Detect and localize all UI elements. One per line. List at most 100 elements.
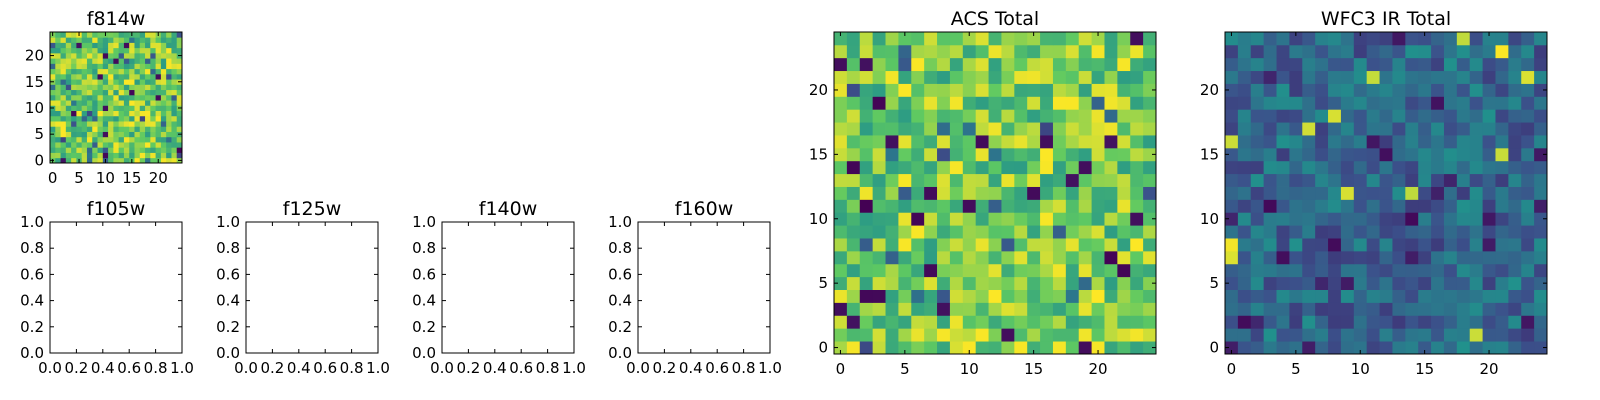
heatmap-cell [1130, 289, 1144, 303]
heatmap-cell [1065, 263, 1080, 278]
y-tick-label: 0.6 [608, 265, 632, 283]
heatmap-cell [92, 89, 98, 96]
heatmap-cell [1340, 341, 1355, 355]
heatmap-cell [171, 89, 178, 96]
heatmap-cell [885, 199, 899, 213]
heatmap-cell [1508, 250, 1522, 265]
heatmap-cell [1456, 328, 1471, 342]
heatmap-cell [859, 212, 874, 226]
heatmap-cell [949, 96, 964, 110]
heatmap-cell [1418, 341, 1432, 355]
heatmap-cell [1237, 83, 1252, 97]
heatmap-cell [1328, 276, 1342, 290]
heatmap-cell [139, 115, 146, 122]
heatmap-cell [1250, 225, 1265, 239]
heatmap-cell [1379, 186, 1393, 200]
heatmap-cell [118, 136, 125, 143]
x-tick-label: 20 [1088, 360, 1107, 378]
heatmap-cell [1263, 83, 1277, 97]
heatmap-cell [834, 32, 848, 46]
heatmap-cell [1353, 212, 1368, 226]
heatmap-cell [911, 225, 925, 239]
heatmap-cell [846, 135, 861, 149]
heatmap-cell [1027, 315, 1041, 329]
heatmap-cell [1078, 315, 1092, 329]
y-tick-label: 1.0 [412, 213, 436, 231]
heatmap-cell [1482, 315, 1496, 329]
heatmap-cell [139, 131, 146, 138]
heatmap-cell [988, 83, 1002, 97]
heatmap-cell [1443, 96, 1458, 110]
heatmap-cell [155, 68, 162, 75]
heatmap-cell [1469, 276, 1483, 290]
heatmap-cell [160, 37, 167, 43]
heatmap-cell [1289, 109, 1303, 123]
heatmap-cell [937, 135, 951, 149]
heatmap-cell [50, 42, 56, 49]
heatmap-cell [1014, 70, 1028, 84]
heatmap-cell [859, 173, 874, 187]
heatmap-cell [71, 32, 77, 38]
heatmap-cell [1431, 160, 1445, 175]
panel-f160w-frame [637, 221, 771, 354]
y-tick-label: 20 [809, 81, 828, 99]
heatmap-cell [1443, 160, 1458, 175]
heatmap-cell [171, 94, 178, 101]
heatmap-cell [123, 47, 130, 54]
heatmap-cell [1392, 250, 1406, 265]
heatmap-cell [1482, 238, 1496, 252]
heatmap-cell [1001, 96, 1015, 110]
heatmap-cell [1418, 173, 1432, 187]
heatmap-cell [975, 122, 989, 136]
heatmap-cell [102, 142, 109, 148]
heatmap-cell [171, 58, 178, 64]
heatmap-cell [1456, 96, 1471, 110]
heatmap-cell [1225, 276, 1239, 290]
heatmap-cell [1456, 70, 1471, 84]
heatmap-cell [924, 212, 938, 226]
heatmap-cell [92, 105, 98, 111]
heatmap-cell [113, 142, 120, 148]
heatmap-cell [962, 173, 977, 187]
heatmap-cell [65, 79, 72, 85]
heatmap-cell [123, 63, 130, 70]
heatmap-cell [1052, 32, 1067, 46]
heatmap-cell [166, 42, 172, 49]
heatmap-cell [1443, 225, 1458, 239]
heatmap-cell [1302, 70, 1316, 84]
heatmap-cell [1091, 57, 1105, 72]
heatmap-cell [50, 47, 56, 54]
heatmap-cell [1276, 212, 1290, 226]
panel-wfc3-ir-total-title: WFC3 IR Total [1321, 8, 1451, 30]
heatmap-cell [1392, 199, 1406, 213]
heatmap-cell [1225, 315, 1239, 329]
heatmap-cell [118, 37, 125, 43]
heatmap-cell [97, 42, 104, 49]
heatmap-cell [1065, 328, 1080, 342]
heatmap-cell [113, 110, 120, 117]
heatmap-cell [123, 52, 130, 59]
heatmap-cell [1508, 173, 1522, 187]
heatmap-cell [1117, 212, 1131, 226]
heatmap-cell [71, 63, 77, 70]
heatmap-cell [1521, 173, 1535, 187]
heatmap-cell [60, 100, 67, 106]
heatmap-cell [962, 225, 977, 239]
x-tick-label: 0 [48, 169, 58, 187]
heatmap-cell [1431, 32, 1445, 46]
x-tick-label: 0.4 [91, 359, 115, 377]
heatmap-cell [872, 96, 886, 110]
heatmap-cell [975, 289, 989, 303]
heatmap-cell [1418, 263, 1432, 278]
heatmap-cell [1379, 341, 1393, 355]
heatmap-cell [898, 328, 912, 342]
heatmap-cell [975, 57, 989, 72]
heatmap-cell [118, 32, 125, 38]
heatmap-cell [1508, 109, 1522, 123]
heatmap-cell [1040, 44, 1054, 59]
heatmap-cell [1405, 263, 1419, 278]
heatmap-cell [71, 126, 77, 132]
heatmap-cell [1340, 135, 1355, 149]
heatmap-cell [118, 115, 125, 122]
